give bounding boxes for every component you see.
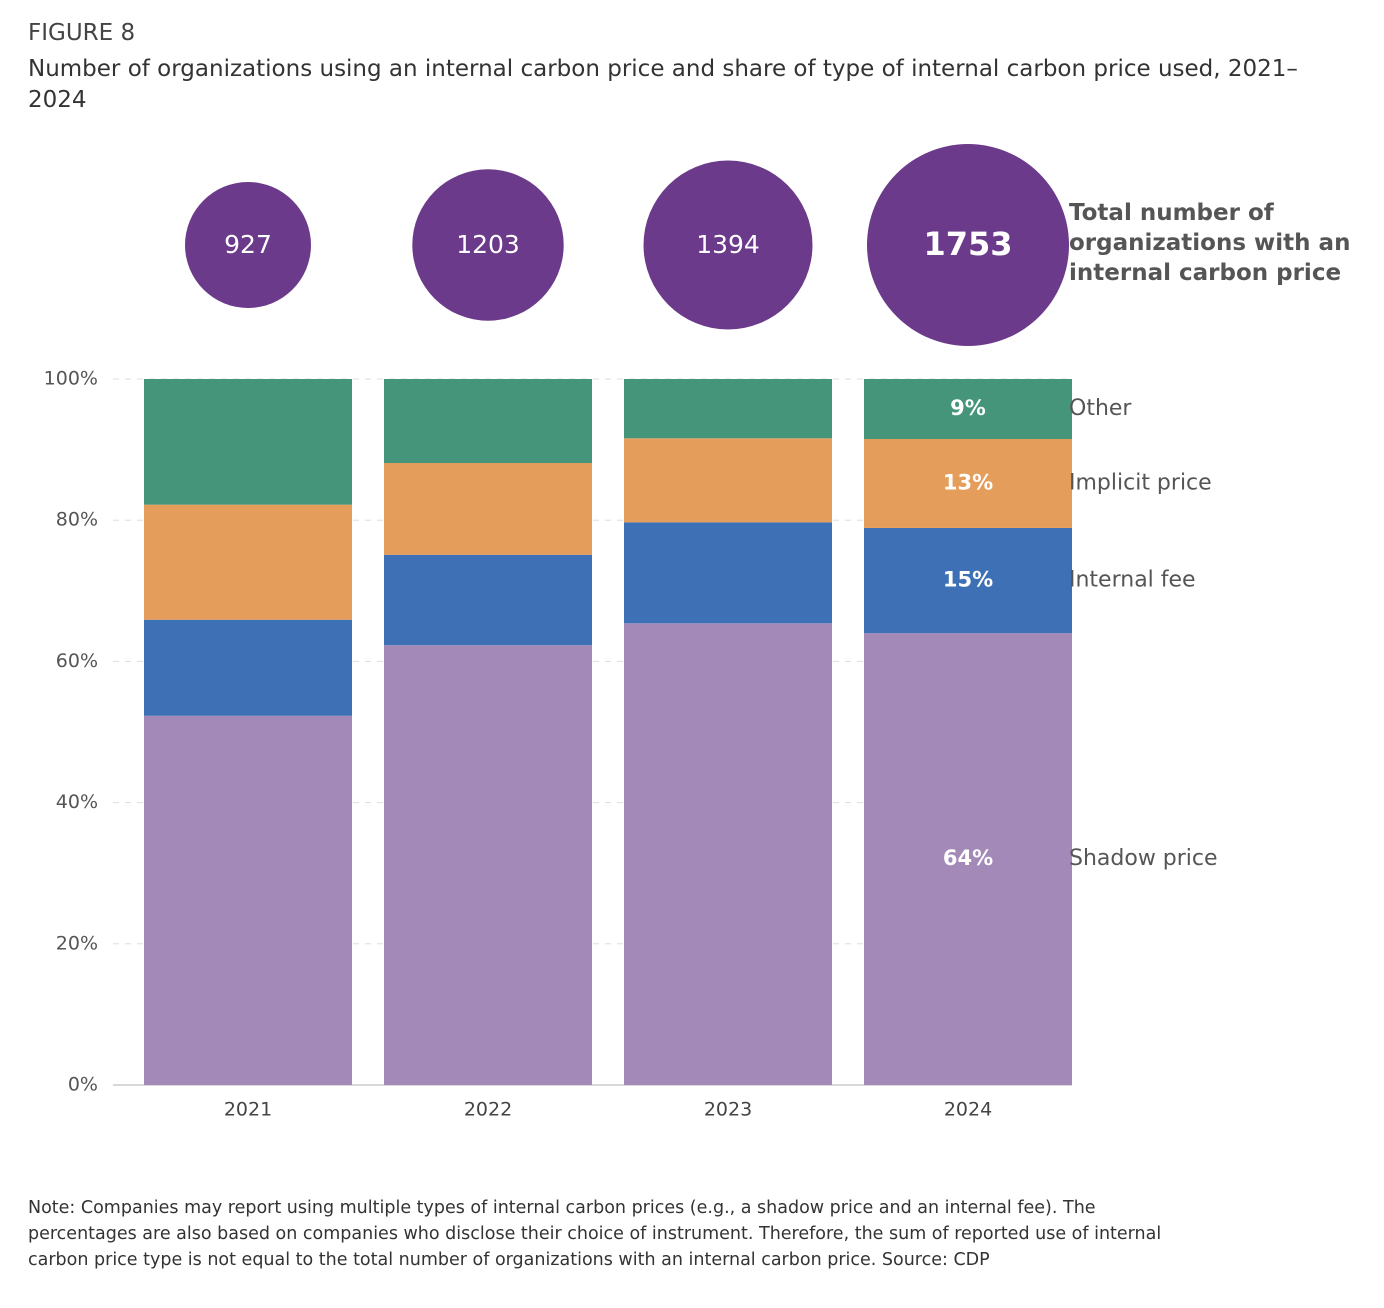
value-label: 13% <box>943 470 993 494</box>
bar-segment <box>384 379 592 464</box>
bar-segment <box>624 379 832 439</box>
bar-segment <box>144 504 352 620</box>
note: Note: Companies may report using multipl… <box>28 1198 1162 1270</box>
totals-label: Total number of organizations with an in… <box>1069 200 1351 286</box>
value-label: 64% <box>943 846 993 870</box>
bar-segment <box>624 522 832 624</box>
total-label: 927 <box>224 230 272 259</box>
legend-label: Other <box>1069 396 1132 421</box>
y-tick-label: 40% <box>56 791 98 813</box>
bar-segment <box>864 379 1072 440</box>
y-tick-label: 100% <box>44 368 98 390</box>
chart-title: Number of organizations using an interna… <box>28 56 1298 113</box>
bar-segment <box>624 438 832 523</box>
bar-segment <box>144 619 352 716</box>
value-label: 9% <box>950 396 986 420</box>
bar-segment <box>864 439 1072 528</box>
bar-segment <box>144 715 352 1085</box>
total-label: 1203 <box>456 230 520 259</box>
x-tick-label: 2024 <box>944 1099 992 1121</box>
y-tick-label: 0% <box>68 1074 98 1096</box>
y-tick-label: 20% <box>56 932 98 954</box>
value-label: 15% <box>943 568 993 592</box>
y-tick-label: 80% <box>56 509 98 531</box>
x-tick-label: 2023 <box>704 1099 752 1121</box>
figure-label: FIGURE 8 <box>28 20 136 46</box>
total-label: 1394 <box>696 230 760 259</box>
x-tick-label: 2021 <box>224 1099 272 1121</box>
legend-label: Internal fee <box>1069 568 1196 593</box>
total-bubble <box>185 182 311 308</box>
y-tick-label: 60% <box>56 650 98 672</box>
bar-segment <box>384 463 592 555</box>
bar-segment <box>144 379 352 505</box>
bar-segment <box>864 527 1072 634</box>
bar-segment <box>384 645 592 1085</box>
total-bubble <box>867 144 1069 346</box>
legend-label: Implicit price <box>1069 470 1212 495</box>
bar-segment <box>864 633 1072 1085</box>
total-bubble <box>412 169 564 321</box>
total-bubble <box>643 160 813 330</box>
legend-label: Shadow price <box>1069 846 1218 871</box>
bar-segment <box>624 623 832 1085</box>
x-tick-label: 2022 <box>464 1099 512 1121</box>
total-label: 1753 <box>923 225 1012 263</box>
bar-segment <box>384 554 592 646</box>
